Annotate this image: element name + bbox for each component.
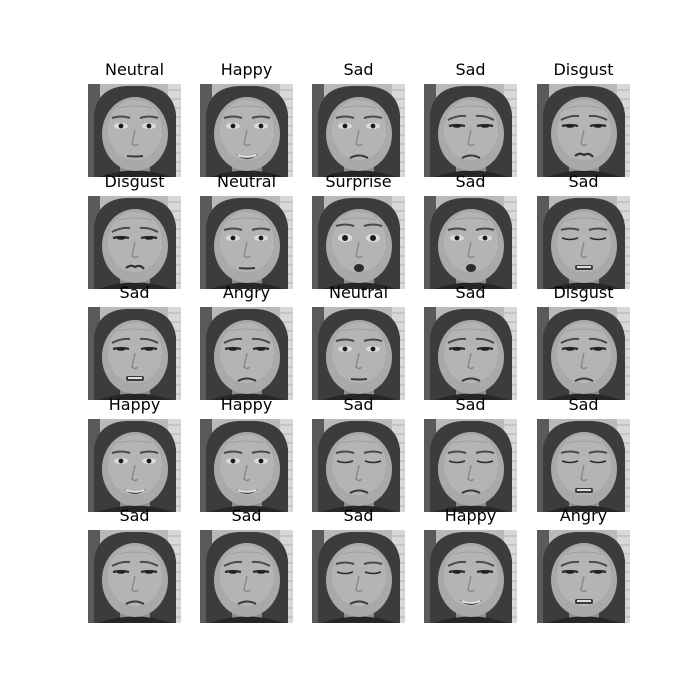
face-photo <box>537 84 630 177</box>
face-photo <box>424 530 517 623</box>
emotion-label: Surprise <box>325 172 392 191</box>
face-cell: Neutral <box>200 172 293 289</box>
face-cell: Sad <box>537 172 630 289</box>
face-cell: Surprise <box>312 172 405 289</box>
emotion-label: Happy <box>444 506 497 525</box>
emotion-label: Disgust <box>553 283 614 302</box>
face-photo <box>424 84 517 177</box>
face-photo <box>88 307 181 400</box>
emotion-label: Neutral <box>216 172 277 191</box>
face-photo <box>312 84 405 177</box>
emotion-label: Sad <box>119 506 150 525</box>
face-cell: Sad <box>312 506 405 623</box>
emotion-label: Happy <box>220 395 273 414</box>
face-cell: Sad <box>200 506 293 623</box>
face-cell: Neutral <box>88 60 181 177</box>
face-photo <box>424 307 517 400</box>
emotion-label: Sad <box>455 172 486 191</box>
face-photo <box>424 196 517 289</box>
emotion-label: Happy <box>220 60 273 79</box>
emotion-label: Sad <box>343 395 374 414</box>
face-photo <box>88 84 181 177</box>
face-photo <box>312 419 405 512</box>
emotion-label: Happy <box>108 395 161 414</box>
emotion-label: Sad <box>455 395 486 414</box>
emotion-label: Disgust <box>104 172 165 191</box>
face-photo <box>200 84 293 177</box>
face-photo <box>312 307 405 400</box>
face-cell: Angry <box>537 506 630 623</box>
emotion-label: Neutral <box>328 283 389 302</box>
face-photo <box>537 530 630 623</box>
emotion-label: Sad <box>343 60 374 79</box>
emotion-label: Sad <box>455 60 486 79</box>
emotion-label: Sad <box>568 172 599 191</box>
face-photo <box>200 196 293 289</box>
face-cell: Sad <box>88 506 181 623</box>
emotion-label: Sad <box>119 283 150 302</box>
face-photo <box>200 530 293 623</box>
face-cell: Sad <box>424 395 517 512</box>
face-cell: Happy <box>200 395 293 512</box>
face-photo <box>88 530 181 623</box>
face-cell: Sad <box>424 60 517 177</box>
emotion-label: Angry <box>222 283 271 302</box>
emotion-label: Sad <box>231 506 262 525</box>
face-photo <box>200 307 293 400</box>
face-photo <box>537 419 630 512</box>
face-photo <box>312 530 405 623</box>
face-photo <box>537 307 630 400</box>
emotion-label: Angry <box>559 506 608 525</box>
face-cell: Sad <box>424 172 517 289</box>
face-cell: Sad <box>88 283 181 400</box>
face-photo <box>424 419 517 512</box>
face-cell: Disgust <box>537 283 630 400</box>
face-cell: Angry <box>200 283 293 400</box>
emotion-label: Sad <box>568 395 599 414</box>
face-photo <box>312 196 405 289</box>
emotion-label: Neutral <box>104 60 165 79</box>
face-cell: Sad <box>537 395 630 512</box>
face-cell: Disgust <box>537 60 630 177</box>
emotion-label: Disgust <box>553 60 614 79</box>
face-cell: Happy <box>424 506 517 623</box>
emotion-label: Sad <box>343 506 374 525</box>
face-cell: Sad <box>312 60 405 177</box>
face-cell: Sad <box>424 283 517 400</box>
face-cell: Happy <box>88 395 181 512</box>
face-photo <box>200 419 293 512</box>
emotion-label: Sad <box>455 283 486 302</box>
face-cell: Happy <box>200 60 293 177</box>
face-photo <box>88 419 181 512</box>
face-photo <box>537 196 630 289</box>
face-photo <box>88 196 181 289</box>
face-cell: Disgust <box>88 172 181 289</box>
face-cell: Sad <box>312 395 405 512</box>
face-cell: Neutral <box>312 283 405 400</box>
